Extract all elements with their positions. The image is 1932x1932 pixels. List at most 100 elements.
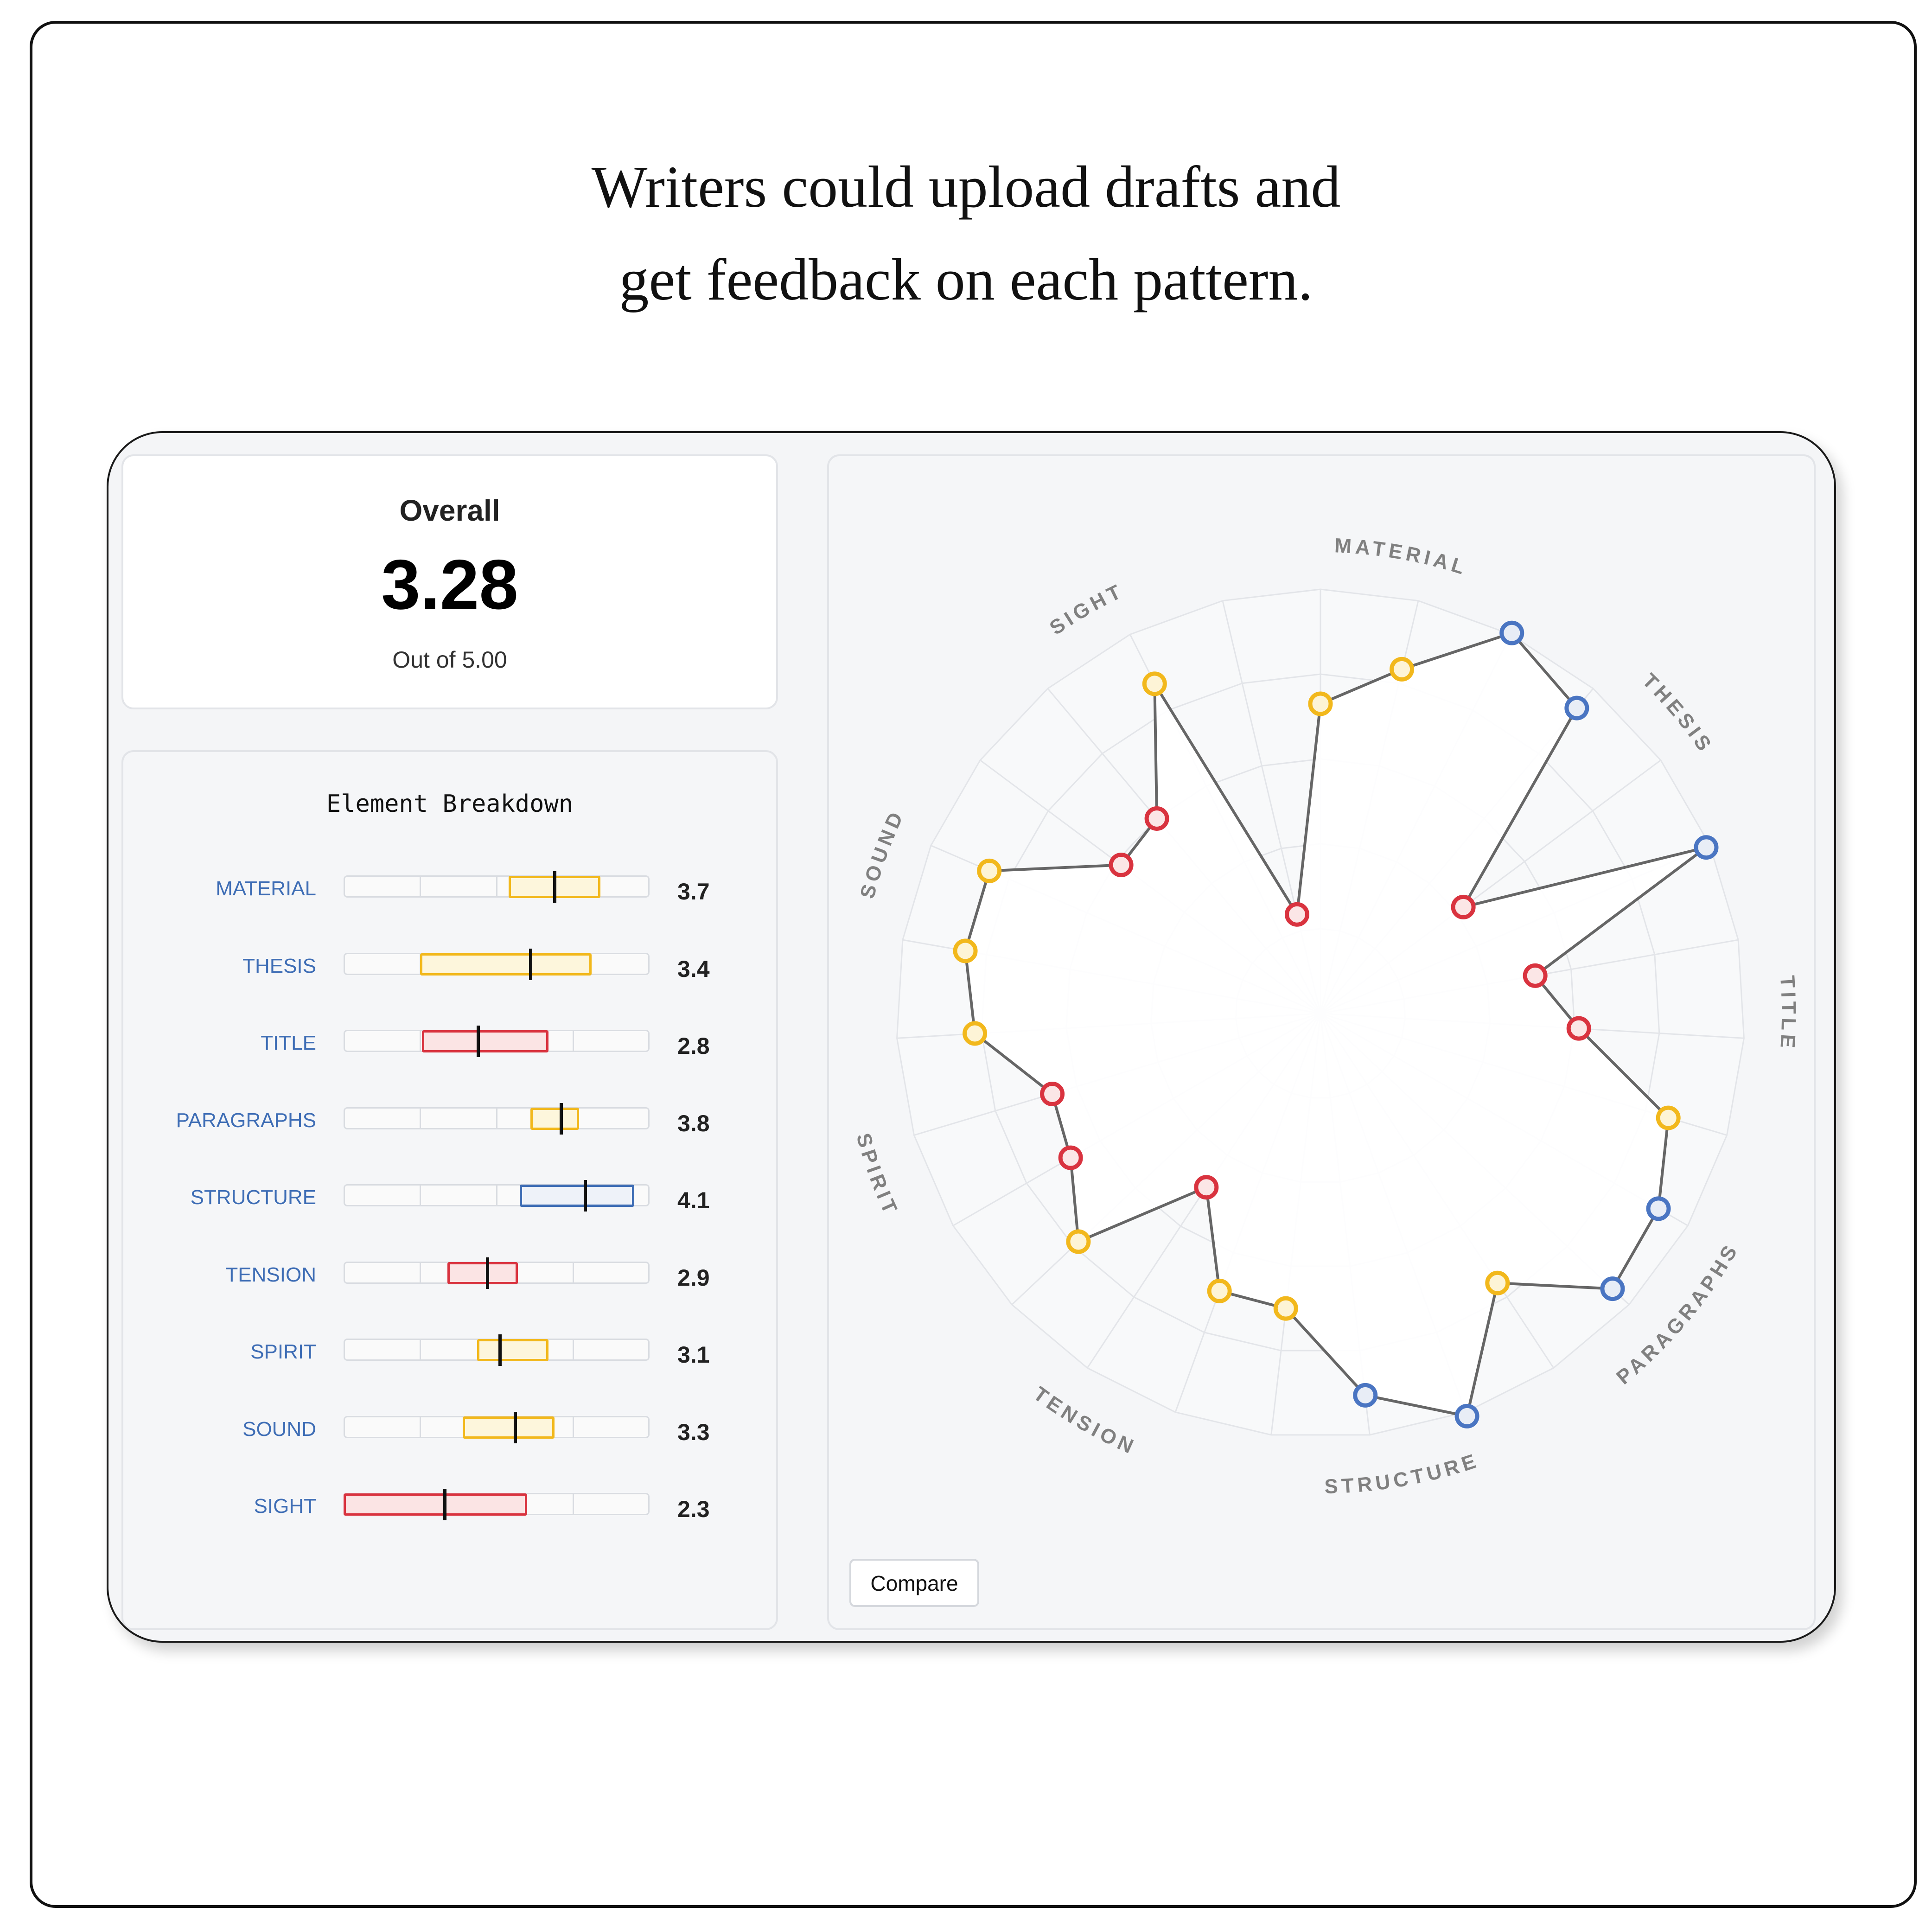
breakdown-median-marker (559, 1103, 563, 1135)
breakdown-row-paragraphs: PARAGRAPHS 3.8 (123, 1103, 780, 1140)
radar-axis-label: SPIRIT (852, 1131, 903, 1220)
radar-axis-label-text: TENSION (1029, 1383, 1136, 1460)
breakdown-median-marker (553, 871, 557, 903)
breakdown-track (344, 871, 650, 903)
radar-chart: MATERIALTHESISTITLEPARAGRAPHSSTRUCTURETE… (852, 534, 1800, 1498)
compare-button[interactable]: Compare (849, 1559, 979, 1607)
track-gridline (496, 1186, 497, 1205)
radar-point (1523, 963, 1548, 988)
breakdown-label[interactable]: TENSION (225, 1263, 316, 1286)
track-gridline (420, 1108, 421, 1128)
breakdown-row-material: MATERIAL 3.7 (123, 871, 780, 908)
breakdown-median-marker (513, 1411, 517, 1443)
radar-point (1144, 806, 1169, 831)
breakdown-median-marker (498, 1334, 502, 1366)
overall-card: Overall 3.28 Out of 5.00 (121, 454, 778, 709)
radar-point (1142, 671, 1167, 696)
radar-point (1194, 1175, 1219, 1200)
breakdown-range-box (530, 1107, 580, 1130)
breakdown-row-tension: TENSION 2.9 (123, 1257, 780, 1294)
radar-point (977, 858, 1002, 883)
breakdown-track (344, 1257, 650, 1289)
breakdown-range-box (477, 1339, 549, 1361)
radar-axis-label-text: MATERIAL (1334, 534, 1467, 580)
breakdown-label[interactable]: THESIS (242, 954, 316, 977)
radar-point (1390, 657, 1415, 682)
radar-axis-label: TITLE (1776, 975, 1800, 1052)
radar-point (1656, 1105, 1681, 1130)
element-breakdown-card: Element Breakdown MATERIAL 3.7 THESIS 3.4 TI… (121, 750, 778, 1630)
breakdown-track (344, 1411, 650, 1443)
breakdown-label[interactable]: STRUCTURE (190, 1186, 316, 1209)
breakdown-median-marker (486, 1257, 490, 1289)
breakdown-value: 2.8 (677, 1033, 710, 1059)
breakdown-label[interactable]: PARAGRAPHS (176, 1109, 316, 1132)
track-gridline (420, 877, 421, 896)
breakdown-track (344, 1180, 650, 1211)
radar-grid-ring (981, 673, 1660, 1352)
breakdown-row-title: TITLE 2.8 (123, 1026, 780, 1062)
breakdown-range-box (447, 1262, 518, 1284)
radar-point (1454, 1403, 1479, 1428)
breakdown-label[interactable]: TITLE (261, 1032, 316, 1054)
overall-subtitle: Out of 5.00 (392, 647, 507, 673)
track-gridline (420, 1031, 421, 1051)
track-gridline (573, 1262, 574, 1282)
breakdown-value: 3.7 (677, 879, 710, 905)
breakdown-value: 3.1 (677, 1342, 710, 1368)
radar-point (1694, 835, 1719, 860)
breakdown-range-box (520, 1185, 634, 1207)
breakdown-label[interactable]: SIGHT (254, 1495, 316, 1518)
radar-point (1499, 620, 1524, 645)
radar-point (1040, 1082, 1065, 1107)
radar-axis-label: TENSION (1029, 1383, 1140, 1460)
radar-point (1207, 1278, 1232, 1303)
breakdown-median-marker (443, 1489, 446, 1520)
radar-axis-label: SIGHT (1046, 579, 1128, 640)
breakdown-track (344, 948, 650, 980)
track-gridline (496, 877, 497, 896)
radar-axis-label-text: THESIS (1638, 669, 1714, 758)
breakdown-row-thesis: THESIS 3.4 (123, 948, 780, 985)
track-gridline (420, 1262, 421, 1282)
overall-title: Overall (399, 494, 500, 527)
radar-point (1564, 695, 1589, 721)
radar-axis-label-text: SIGHT (1046, 579, 1124, 640)
radar-point (1646, 1196, 1671, 1221)
breakdown-row-sound: SOUND 3.3 (123, 1411, 780, 1448)
app-window: Overall 3.28 Out of 5.00 Element Breakdo… (107, 431, 1836, 1643)
breakdown-median-marker (529, 948, 532, 980)
track-gridline (420, 1417, 421, 1437)
radar-point (1600, 1276, 1625, 1301)
breakdown-label[interactable]: MATERIAL (216, 877, 316, 900)
breakdown-range-box (421, 1030, 549, 1052)
radar-axis-label-text: TITLE (1776, 975, 1796, 1052)
breakdown-median-marker (584, 1180, 587, 1211)
radar-chart-card: MATERIAL THESIS TITLE PARAGRAPHS STRUCTURE TE… (827, 454, 1816, 1630)
radar-axis-label-text: STRUCTURE (1324, 1449, 1479, 1498)
breakdown-value: 2.9 (677, 1264, 710, 1291)
track-gridline (496, 1108, 497, 1128)
radar-axis-label: SOUND (856, 806, 909, 901)
track-gridline (573, 1494, 574, 1514)
radar-axis-label: STRUCTURE (1324, 1449, 1482, 1498)
breakdown-value: 3.3 (677, 1419, 710, 1445)
track-gridline (573, 1417, 574, 1437)
radar-point (1485, 1270, 1510, 1295)
track-gridline (420, 1340, 421, 1359)
breakdown-track (344, 1103, 650, 1135)
radar-point (963, 1021, 988, 1046)
radar-axis-label: THESIS (1638, 669, 1718, 758)
overall-score: 3.28 (381, 545, 518, 624)
radar-point (1451, 894, 1476, 919)
radar-axis-label-text: SPIRIT (852, 1131, 899, 1220)
breakdown-range-box (420, 953, 592, 976)
breakdown-label[interactable]: SOUND (242, 1417, 316, 1441)
element-breakdown-title: Element Breakdown (326, 790, 574, 818)
radar-point (1353, 1383, 1378, 1408)
breakdown-range-box (463, 1416, 555, 1439)
radar-axis-label: MATERIAL (1334, 534, 1471, 580)
breakdown-label[interactable]: SPIRIT (250, 1340, 316, 1363)
caption-line-1: Writers could upload drafts and (591, 154, 1341, 220)
breakdown-range-box (344, 1493, 527, 1516)
